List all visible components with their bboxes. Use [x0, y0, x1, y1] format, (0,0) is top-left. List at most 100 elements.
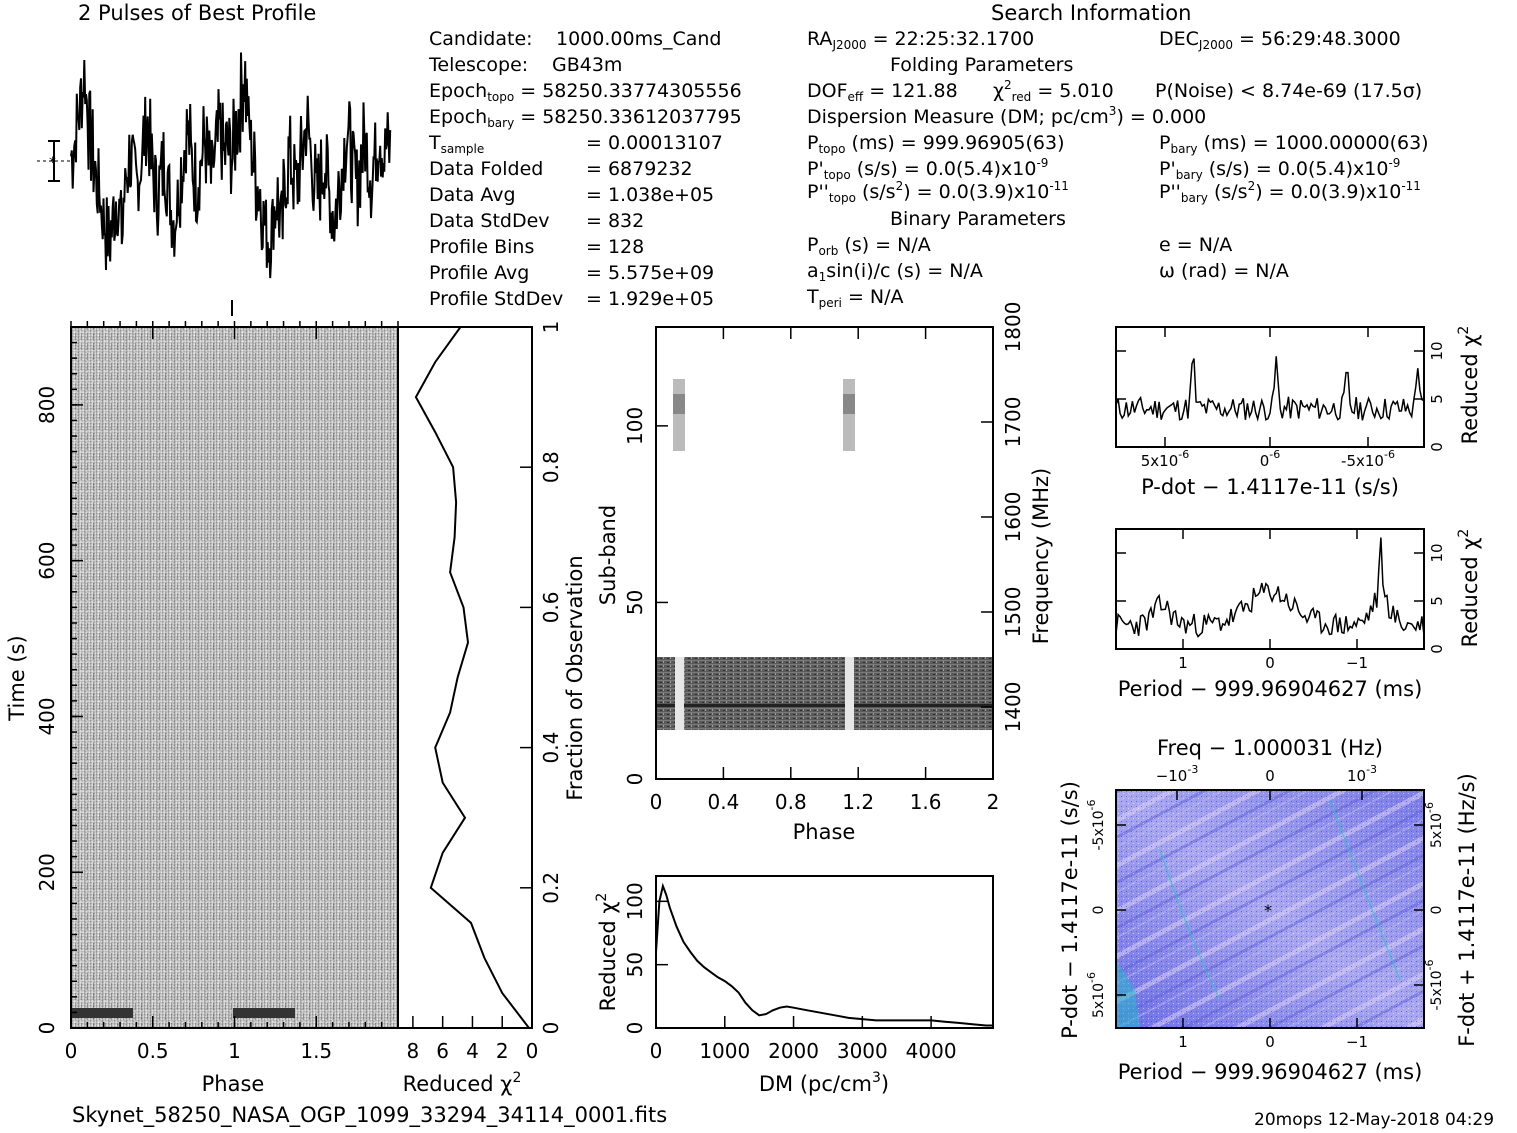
- period-pdot-xtick-label: 0: [1265, 1033, 1275, 1051]
- time-phase-xtick-label: 1: [228, 1039, 241, 1063]
- subband-xtick-label: 1.2: [842, 790, 874, 814]
- time-phase-xtick-label: 1.5: [300, 1039, 332, 1063]
- subband-xtick-label: 2: [987, 790, 1000, 814]
- pddot-bary: P''bary (s/s2) = 0.0(3.9)x10-11: [1159, 179, 1421, 205]
- data-stddev-value: = 832: [586, 210, 645, 232]
- telescope-value: GB43m: [552, 54, 623, 76]
- dm-xtick-label: 3000: [837, 1039, 888, 1063]
- period-pdot-y2tick-label: 0: [1429, 906, 1445, 915]
- subband-y2tick-label: 1800: [1001, 302, 1025, 353]
- period-pdot-panel: * 1 0 −1 −10-3 0 10-3 5x10-6 0 -5x10-6 -5x10-6…: [1085, 763, 1445, 1051]
- folding-parameters-title: Folding Parameters: [890, 54, 1074, 76]
- chi2-time-xtick-label: 4: [466, 1039, 479, 1063]
- p-topo: Ptopo (ms) = 999.96905(63): [807, 132, 1065, 156]
- data-stddev-label: Data StdDev: [429, 210, 550, 232]
- chi2-dm-xlabel: DM (pc/cm3): [759, 1070, 889, 1096]
- pdot-xtick-label: 0-6: [1260, 448, 1281, 470]
- pdot-xtick-label: 5x10-6: [1141, 448, 1189, 470]
- time-phase-ytick-label: 0: [35, 1022, 59, 1035]
- profile-stddev-label: Profile StdDev: [429, 288, 564, 310]
- dof: DOFeff = 121.88: [807, 80, 958, 104]
- subband-ytick-label: 100: [623, 407, 647, 445]
- data-folded-value: = 6879232: [586, 158, 693, 180]
- period-pdot-y2label: F-dot + 1.4117e-11 (Hz/s): [1455, 773, 1479, 1047]
- profile-panel: *: [37, 52, 392, 279]
- period-ytick-label: 0: [1428, 644, 1446, 654]
- subband-y2tick-label: 1500: [1001, 587, 1025, 638]
- profile-avg-value: = 5.575e+09: [586, 262, 715, 284]
- binary-parameters-title: Binary Parameters: [890, 208, 1066, 230]
- period-pdot-x2tick-label: 10-3: [1347, 763, 1377, 785]
- profile-avg-label: Profile Avg: [429, 262, 530, 284]
- best-fit-marker: *: [1264, 901, 1272, 920]
- period-pdot-ytick-label: -5x10-6: [1085, 799, 1107, 850]
- profile-bins-value: = 128: [586, 236, 645, 258]
- eccentricity: e = N/A: [1159, 234, 1233, 256]
- data-avg-label: Data Avg: [429, 184, 516, 206]
- time-phase-xlabel: Phase: [202, 1072, 265, 1096]
- dm-ytick-label: 100: [623, 882, 647, 920]
- profile-stddev-value: = 1.929e+05: [586, 288, 715, 310]
- period-ytick-label: 5: [1428, 596, 1446, 606]
- chi2-time-ytick-label: 0.2: [539, 872, 563, 904]
- chi2-time-ylabel: Fraction of Observation: [563, 555, 587, 800]
- dm-ytick-label: 0: [623, 1022, 647, 1035]
- fits-filename: Skynet_58250_NASA_OGP_1099_33294_34114_0…: [72, 1103, 668, 1127]
- chi2-pdot-ylabel: Reduced χ2: [1456, 326, 1482, 445]
- subband-ytick-label: 0: [623, 773, 647, 786]
- chi2-period-line: [1115, 537, 1425, 638]
- chi2-time-xtick-label: 0: [526, 1039, 539, 1063]
- subband-y2label: Frequency (MHz): [1029, 468, 1053, 644]
- a-sin-i: a1sin(i)/c (s) = N/A: [807, 260, 983, 284]
- chi2-time-xlabel: Reduced χ2: [403, 1070, 522, 1096]
- chi2-time-xtick-label: 2: [496, 1039, 509, 1063]
- dm-ytick-label: 50: [623, 952, 647, 977]
- profile-bins-label: Profile Bins: [429, 236, 535, 258]
- timestamp: 20mops 12-May-2018 04:29: [1254, 1110, 1495, 1130]
- p-noise: P(Noise) < 8.74e-69 (17.5σ): [1155, 80, 1423, 102]
- chi-red: χ2red = 5.010: [993, 78, 1114, 104]
- p-bary: Pbary (ms) = 1000.00000(63): [1159, 132, 1429, 156]
- subband-xlabel: Phase: [793, 820, 856, 844]
- subband-y2tick-label: 1600: [1001, 492, 1025, 543]
- dm-xtick-label: 4000: [906, 1039, 957, 1063]
- chi2-period-ylabel: Reduced χ2: [1456, 529, 1482, 648]
- period-xtick-label: 0: [1265, 654, 1275, 672]
- period-xtick-label: −1: [1346, 654, 1368, 672]
- time-phase-ytick-label: 400: [35, 697, 59, 735]
- period-pdot-y2tick-label: -5x10-6: [1423, 959, 1445, 1010]
- chi2-time-ytick-label: 1: [539, 321, 563, 334]
- profile-line: [70, 52, 392, 279]
- subband-y2tick-label: 1400: [1001, 682, 1025, 733]
- chi2-time-line: [414, 326, 530, 1029]
- pdot-ytick-label: 0: [1428, 442, 1446, 452]
- chi2-pdot-line: [1115, 356, 1425, 422]
- time-phase-xtick-label: 0.5: [137, 1039, 169, 1063]
- chi2-time-ytick-label: 0: [539, 1022, 563, 1035]
- dm-xtick-label: 1000: [699, 1039, 750, 1063]
- chi2-pdot-xlabel: P-dot − 1.4117e-11 (s/s): [1141, 475, 1399, 499]
- p-orb: Porb (s) = N/A: [807, 234, 931, 258]
- time-phase-ytick-label: 200: [35, 853, 59, 891]
- time-phase-ytick-label: 800: [35, 386, 59, 424]
- chi2-time-xtick-label: 8: [407, 1039, 420, 1063]
- epoch-topo: Epochtopo = 58250.33774305556: [429, 80, 742, 104]
- time-phase-xtick-label: 0: [65, 1039, 78, 1063]
- pdot-ytick-label: 5: [1428, 394, 1446, 404]
- subband-phase-panel: 0 0.4 0.8 1.2 1.6 2 0 50 100 1400 1500 1600 1700 18…: [623, 302, 1025, 814]
- candidate-value: 1000.00ms_Cand: [556, 28, 722, 50]
- data-folded-label: Data Folded: [429, 158, 544, 180]
- period-pdot-x2tick-label: 0: [1265, 767, 1275, 785]
- chi2-dm-ylabel: Reduced χ2: [594, 893, 620, 1012]
- period-pdot-xlabel: Period − 999.96904627 (ms): [1118, 1060, 1423, 1084]
- chi2-time-ytick-label: 0.6: [539, 591, 563, 623]
- pdot-xtick-label: -5x10-6: [1341, 448, 1395, 470]
- t-peri: Tperi = N/A: [807, 286, 904, 310]
- chi2-dm-panel: 0 1000 2000 3000 4000 0 50 100: [623, 875, 994, 1063]
- period-pdot-x2tick-label: −10-3: [1156, 763, 1199, 785]
- profile-title: 2 Pulses of Best Profile: [78, 1, 317, 25]
- subband-xtick-label: 0.4: [707, 790, 739, 814]
- subband-xtick-label: 1.6: [910, 790, 942, 814]
